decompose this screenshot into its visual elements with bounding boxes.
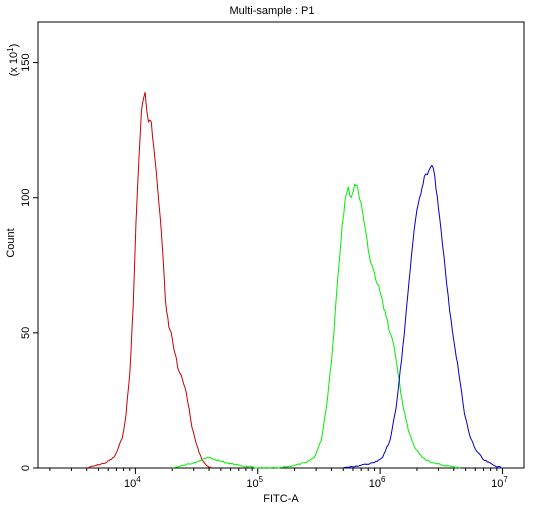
histogram-series-1 bbox=[86, 91, 212, 469]
x-axis: 104 105 106 107 bbox=[49, 468, 508, 490]
x-tick-label: 105 bbox=[246, 475, 263, 490]
x-tick-label: 104 bbox=[124, 475, 141, 490]
x-tick-label: 106 bbox=[369, 475, 386, 490]
x-tick-label: 107 bbox=[491, 475, 508, 490]
histogram-series-3 bbox=[343, 164, 503, 469]
x-axis-label: FITC-A bbox=[263, 493, 299, 505]
y-multiplier-exponent: 1 bbox=[6, 47, 15, 52]
y-axis: 0 50 100 150 bbox=[20, 53, 38, 471]
y-tick-label: 150 bbox=[20, 53, 32, 71]
y-tick-label: 50 bbox=[20, 327, 32, 339]
y-tick-label: 0 bbox=[20, 465, 32, 471]
histogram-series-2 bbox=[172, 183, 461, 469]
y-axis-label: Count bbox=[5, 228, 17, 257]
y-multiplier-text: (x 10 bbox=[8, 52, 20, 76]
y-multiplier-label: (x 101) bbox=[6, 44, 20, 77]
y-tick-label: 100 bbox=[20, 189, 32, 207]
y-multiplier-close: ) bbox=[8, 44, 20, 48]
plot-frame bbox=[37, 21, 525, 469]
series-layer bbox=[86, 91, 503, 469]
chart-title: Multi-sample : P1 bbox=[230, 5, 315, 17]
